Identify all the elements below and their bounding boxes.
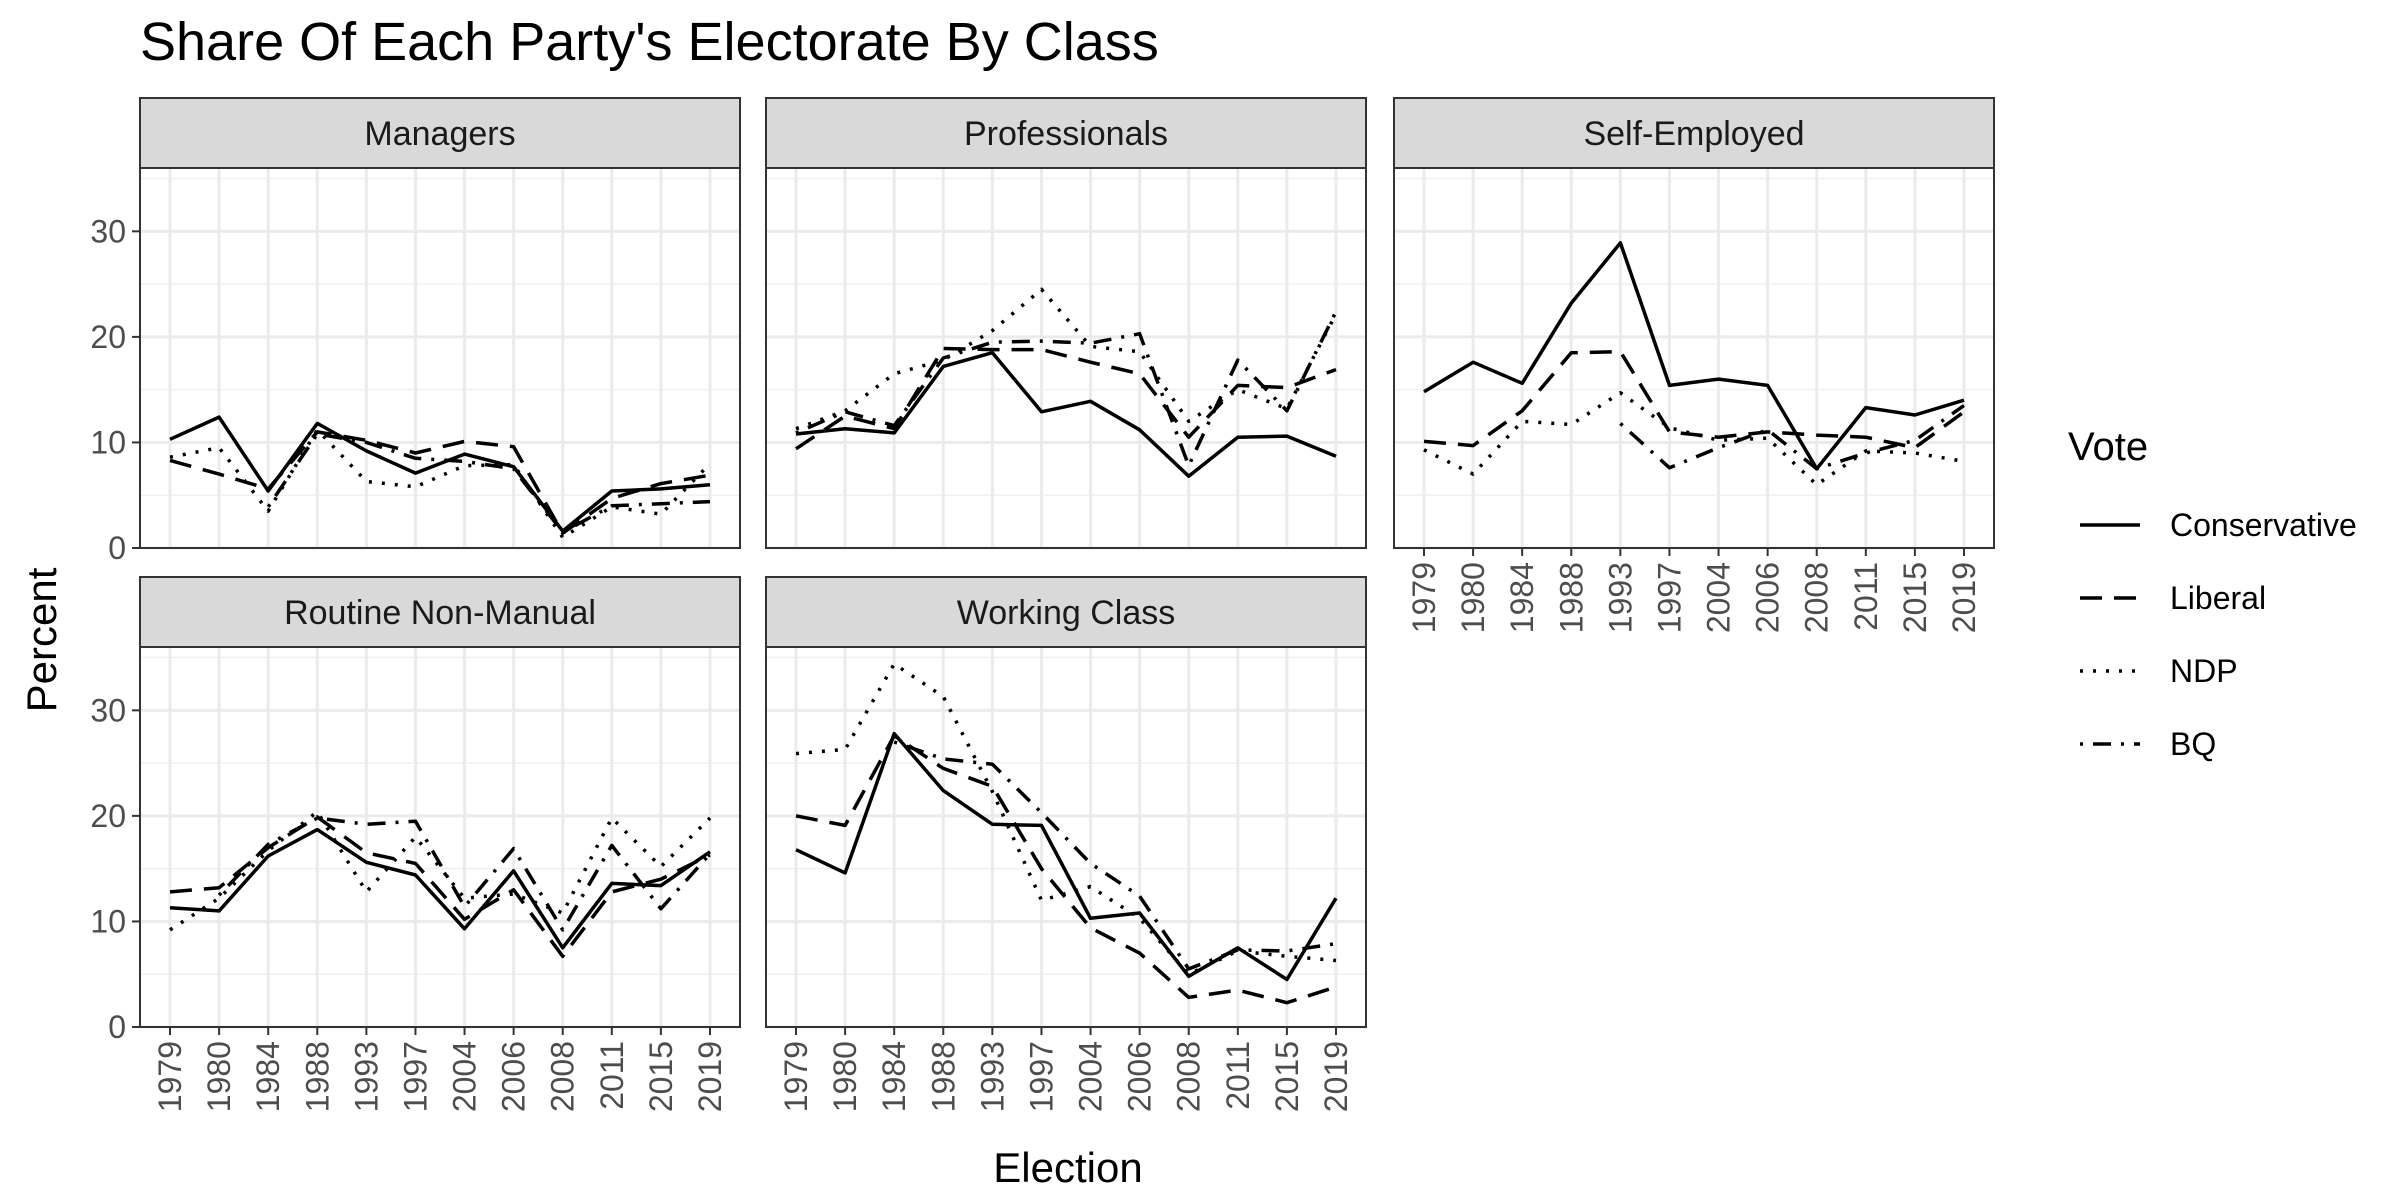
y-tick-label: 0 — [108, 530, 126, 566]
series-line-conservative — [795, 731, 1338, 982]
strip-working-class — [765, 576, 1367, 648]
x-tick-label: 1988 — [299, 1041, 335, 1112]
x-tick-label: 2004 — [1701, 562, 1737, 633]
x-tick-label: 2006 — [1122, 1041, 1158, 1112]
x-tick-label: 2015 — [1897, 562, 1933, 633]
x-axis-title: Election — [993, 1144, 1142, 1191]
x-tick-label: 1984 — [1504, 562, 1540, 633]
x-tick-label: 2008 — [1799, 562, 1835, 633]
panels: Managers 0 10 20 30 Professionals Self-Employe… — [90, 97, 1995, 1112]
x-tick-label: 2019 — [1318, 1041, 1354, 1112]
strip-label-routine-non-manual: Routine Non-Manual — [284, 594, 596, 632]
x-tick-label: 2015 — [1269, 1041, 1305, 1112]
x-tick-label: 2011 — [594, 1041, 630, 1110]
series-line-bq — [217, 816, 712, 932]
series-line-conservative — [169, 415, 711, 533]
x-tick-label: 2011 — [1848, 562, 1884, 631]
x-tick-label: 1997 — [1652, 562, 1688, 633]
legend-item-ndp: NDP — [2080, 653, 2238, 689]
x-tick-label: 1979 — [152, 1041, 188, 1112]
y-tick-label: 10 — [90, 903, 126, 939]
series-line-liberal — [795, 733, 1337, 1005]
strip-managers — [139, 97, 741, 169]
y-axis-title: Percent — [18, 567, 65, 712]
series-line-bq — [266, 432, 711, 534]
legend-item-bq: BQ — [2080, 726, 2216, 762]
strip-self-employed — [1393, 97, 1995, 169]
strip-label-working-class: Working Class — [957, 594, 1176, 632]
legend: Vote Conservative Liberal NDP BQ — [2068, 425, 2357, 762]
x-tick-label: 1997 — [398, 1041, 434, 1112]
x-tick-label: 1997 — [1024, 1041, 1060, 1112]
x-tick-label: 2004 — [447, 1041, 483, 1112]
x-tick-label: 1993 — [348, 1041, 384, 1112]
x-tick-label: 1984 — [876, 1041, 912, 1112]
panel-border — [139, 646, 741, 1028]
panel-background — [140, 647, 740, 1027]
y-tick-label: 30 — [90, 692, 126, 728]
chart-title: Share Of Each Party's Electorate By Clas… — [140, 12, 1159, 72]
legend-label-liberal: Liberal — [2170, 580, 2266, 616]
legend-item-liberal: Liberal — [2080, 580, 2266, 616]
legend-title: Vote — [2068, 425, 2148, 469]
legend-label-conservative: Conservative — [2170, 507, 2357, 543]
series-line-liberal — [169, 430, 711, 535]
y-tick-label: 0 — [108, 1009, 126, 1045]
strip-routine-non-manual — [139, 576, 741, 648]
legend-item-conservative: Conservative — [2080, 507, 2357, 543]
x-tick-label: 2004 — [1073, 1041, 1109, 1112]
panel-professionals: Professionals — [765, 97, 1367, 550]
y-tick-label: 20 — [90, 798, 126, 834]
x-tick-label: 1988 — [925, 1041, 961, 1112]
y-tick-label: 10 — [90, 424, 126, 460]
panel-border — [765, 646, 1367, 1028]
panel-border — [1393, 167, 1995, 549]
series-line-conservative — [1423, 241, 1965, 471]
legend-label-bq: BQ — [2170, 726, 2216, 762]
panel-working-class: Working Class 1979 1980 1984 1988 1993 1997 200… — [765, 576, 1367, 1112]
x-tick-label: 2015 — [643, 1041, 679, 1112]
x-tick-label: 2008 — [545, 1041, 581, 1112]
panel-self-employed: Self-Employed 1979 1980 1984 1988 1993 1997 200… — [1393, 97, 1995, 633]
legend-label-ndp: NDP — [2170, 653, 2238, 689]
series-line-bq — [795, 310, 1338, 468]
strip-label-professionals: Professionals — [964, 115, 1168, 153]
x-tick-label: 1979 — [778, 1041, 814, 1112]
panel-managers: Managers 0 10 20 30 — [90, 97, 741, 566]
series-line-bq — [893, 740, 1337, 971]
x-tick-label: 1980 — [201, 1041, 237, 1112]
x-tick-label: 1993 — [974, 1041, 1010, 1112]
series-line-liberal — [1423, 349, 1966, 450]
series-line-liberal — [795, 346, 1337, 451]
series-line-conservative — [795, 350, 1337, 478]
y-tick-label: 30 — [90, 213, 126, 249]
x-tick-label: 1984 — [250, 1041, 286, 1112]
x-tick-label: 1980 — [827, 1041, 863, 1112]
panel-border — [765, 167, 1367, 549]
x-tick-label: 1993 — [1602, 562, 1638, 633]
x-tick-label: 2006 — [1750, 562, 1786, 633]
series-line-conservative — [169, 827, 711, 950]
x-tick-label: 2008 — [1171, 1041, 1207, 1112]
strip-label-managers: Managers — [364, 115, 515, 153]
x-tick-label: 1988 — [1553, 562, 1589, 633]
series-line-ndp — [795, 662, 1337, 976]
x-tick-label: 2019 — [1946, 562, 1982, 633]
panel-border — [139, 167, 741, 549]
panel-background — [766, 168, 1366, 548]
y-tick-label: 20 — [90, 319, 126, 355]
x-tick-label: 1980 — [1455, 562, 1491, 633]
x-tick-label: 2011 — [1220, 1041, 1256, 1110]
panel-background — [1394, 168, 1994, 548]
panel-routine-non-manual: Routine Non-Manual 0 10 20 30 1979 1980 1984 198… — [90, 576, 741, 1112]
x-tick-label: 2019 — [692, 1041, 728, 1112]
x-tick-label: 2006 — [496, 1041, 532, 1112]
x-tick-label: 1979 — [1406, 562, 1442, 633]
strip-label-self-employed: Self-Employed — [1583, 115, 1804, 153]
